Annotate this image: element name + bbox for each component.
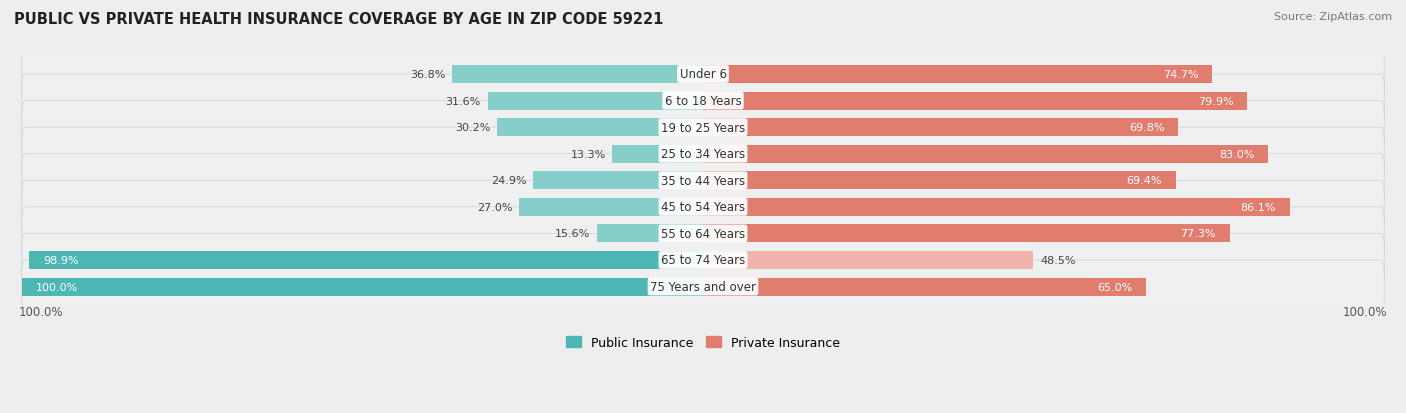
FancyBboxPatch shape (22, 260, 1384, 313)
Text: 100.0%: 100.0% (18, 305, 63, 318)
Bar (533, 172, 703, 190)
Text: 19 to 25 Years: 19 to 25 Years (661, 121, 745, 134)
Text: Source: ZipAtlas.com: Source: ZipAtlas.com (1274, 12, 1392, 22)
Text: 65 to 74 Years: 65 to 74 Years (661, 254, 745, 267)
Text: 6 to 18 Years: 6 to 18 Years (665, 95, 741, 108)
Text: 31.6%: 31.6% (446, 96, 481, 106)
Bar (613, 145, 703, 163)
FancyBboxPatch shape (22, 48, 1384, 101)
Text: 75 Years and over: 75 Years and over (650, 280, 756, 293)
FancyBboxPatch shape (22, 75, 1384, 128)
FancyBboxPatch shape (22, 128, 1384, 181)
Text: 13.3%: 13.3% (571, 150, 606, 159)
Text: 98.9%: 98.9% (44, 255, 79, 265)
FancyBboxPatch shape (22, 101, 1384, 154)
Text: Under 6: Under 6 (679, 68, 727, 81)
FancyBboxPatch shape (22, 234, 1384, 287)
Bar (488, 93, 703, 110)
Bar (703, 278, 1146, 296)
Bar (703, 198, 1289, 216)
Bar (519, 198, 703, 216)
Text: 69.4%: 69.4% (1126, 176, 1163, 186)
Text: 48.5%: 48.5% (1040, 255, 1076, 265)
Text: 65.0%: 65.0% (1097, 282, 1132, 292)
Bar (703, 66, 1212, 84)
Text: 35 to 44 Years: 35 to 44 Years (661, 174, 745, 188)
Text: 30.2%: 30.2% (456, 123, 491, 133)
Bar (703, 172, 1175, 190)
Text: 100.0%: 100.0% (35, 282, 77, 292)
FancyBboxPatch shape (22, 154, 1384, 207)
Text: 74.7%: 74.7% (1163, 70, 1198, 80)
Bar (498, 119, 703, 137)
Text: 83.0%: 83.0% (1219, 150, 1254, 159)
Bar (453, 66, 703, 84)
Bar (596, 225, 703, 243)
Text: 86.1%: 86.1% (1240, 202, 1275, 212)
Text: 77.3%: 77.3% (1181, 229, 1216, 239)
Bar (703, 93, 1247, 110)
FancyBboxPatch shape (22, 207, 1384, 260)
Bar (30, 252, 703, 269)
Text: 24.9%: 24.9% (491, 176, 527, 186)
Text: 36.8%: 36.8% (411, 70, 446, 80)
Bar (703, 225, 1230, 243)
Bar (703, 145, 1268, 163)
Text: 25 to 34 Years: 25 to 34 Years (661, 148, 745, 161)
Bar (22, 278, 703, 296)
Text: 15.6%: 15.6% (555, 229, 591, 239)
Text: 45 to 54 Years: 45 to 54 Years (661, 201, 745, 214)
Bar (703, 119, 1178, 137)
Text: PUBLIC VS PRIVATE HEALTH INSURANCE COVERAGE BY AGE IN ZIP CODE 59221: PUBLIC VS PRIVATE HEALTH INSURANCE COVER… (14, 12, 664, 27)
Text: 27.0%: 27.0% (477, 202, 512, 212)
Legend: Public Insurance, Private Insurance: Public Insurance, Private Insurance (561, 331, 845, 354)
Text: 79.9%: 79.9% (1198, 96, 1233, 106)
Text: 55 to 64 Years: 55 to 64 Years (661, 227, 745, 240)
Text: 100.0%: 100.0% (1343, 305, 1388, 318)
Text: 69.8%: 69.8% (1129, 123, 1164, 133)
Bar (703, 252, 1033, 269)
FancyBboxPatch shape (22, 181, 1384, 234)
